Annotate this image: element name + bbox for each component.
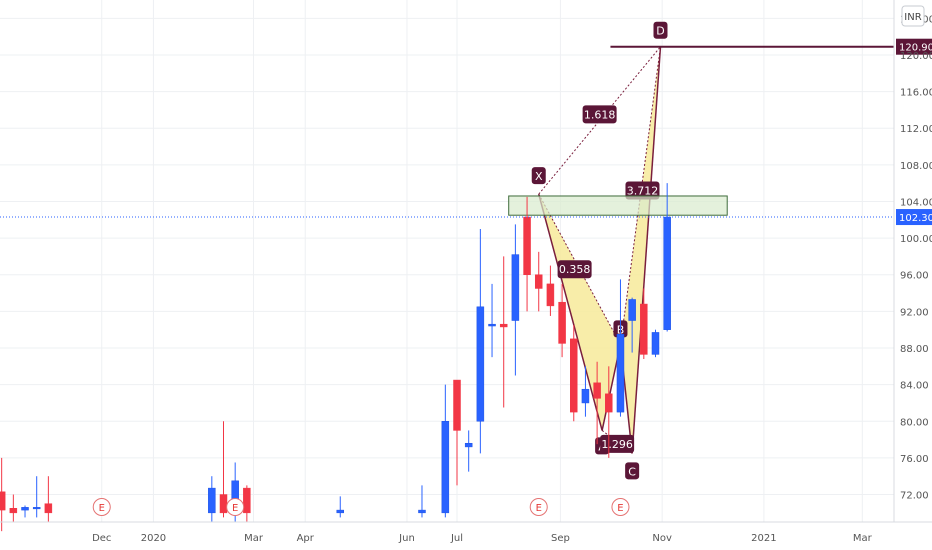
x-tick-label: 2020: [141, 533, 166, 544]
y-tick-label: 76.00: [900, 454, 929, 465]
x-tick-label: Dec: [92, 533, 111, 544]
x-tick-label: Mar: [853, 533, 873, 544]
earnings-marker-label: E: [617, 503, 623, 514]
d-level-label: 120.90: [899, 43, 932, 54]
pattern-leg: [631, 46, 662, 454]
x-tick-label: Nov: [652, 533, 672, 544]
earnings-marker-label: E: [536, 503, 542, 514]
candle-body-up: [651, 332, 660, 355]
y-tick-label: 112.00: [900, 124, 932, 135]
y-tick-label: 116.00: [900, 88, 932, 99]
ratio-label-bg: [557, 260, 592, 279]
candle-body-up: [581, 388, 590, 404]
earnings-marker-circle[interactable]: [92, 498, 111, 516]
candle-body-up: [476, 306, 485, 422]
candle-body-up: [21, 507, 29, 511]
y-tick-label: 84.00: [900, 381, 929, 392]
candle-body-up: [464, 442, 473, 448]
currency-badge-box: [901, 5, 925, 27]
candles: [0, 183, 671, 532]
ratio-label: 1.296: [601, 438, 633, 451]
candle-body-up: [511, 254, 520, 321]
y-tick-label: 92.00: [900, 307, 929, 318]
price-levels: 102.30 120.90: [0, 38, 932, 226]
candle-body-down: [605, 393, 613, 413]
y-tick-label: 120.00: [900, 51, 932, 62]
candle-body-down: [546, 283, 555, 307]
y-tick-label: 108.00: [900, 161, 932, 172]
y-tick-label: 104.00: [900, 197, 932, 208]
earnings-marker-label: E: [232, 503, 238, 514]
candle-body-down: [0, 491, 6, 511]
candle-body-down: [640, 303, 648, 355]
x-tick-label: Jul: [450, 533, 463, 544]
pattern-triangle-xab: [538, 194, 621, 431]
candle-body-up: [32, 507, 41, 510]
candle-body-up: [628, 299, 636, 321]
point-label-d: D: [656, 25, 664, 38]
y-tick-label: 88.00: [900, 344, 929, 355]
candle-body-up: [336, 509, 345, 514]
candle-body-down: [219, 494, 228, 514]
candle-body-down: [499, 323, 508, 328]
x-tick-label: Sep: [551, 533, 570, 544]
ratio-label: 3.712: [627, 185, 659, 198]
candle-body-down: [593, 382, 601, 399]
supply-zone[interactable]: [508, 195, 728, 216]
candle-body-down: [523, 216, 531, 275]
ratio-label-bg: [582, 105, 617, 124]
y-tick-label: 80.00: [900, 417, 929, 428]
last-price-badge: [896, 209, 932, 226]
y-tick-label: 96.00: [900, 271, 929, 282]
candle-body-down: [534, 274, 543, 289]
x-tick-label: 2021: [751, 533, 776, 544]
point-label-bg: [625, 462, 640, 480]
currency-badge[interactable]: INR: [901, 5, 925, 27]
point-label-c: C: [628, 465, 636, 478]
x-tick-label: Jun: [398, 533, 415, 544]
zone-rect[interactable]: [508, 195, 728, 216]
last-price-label: 102.30: [899, 213, 932, 224]
point-label-bg: [531, 167, 546, 185]
currency-label: INR: [904, 12, 921, 23]
candle-body-up: [616, 334, 625, 413]
d-level-badge: [896, 38, 932, 55]
candle-body-down: [44, 503, 53, 514]
y-tick-label: 72.00: [900, 491, 929, 502]
candle-body-down: [243, 487, 251, 514]
earnings-marker-circle[interactable]: [226, 498, 245, 516]
candle-body-up: [208, 487, 216, 514]
candle-body-up: [488, 323, 496, 327]
candle-body-down: [453, 379, 461, 431]
candle-body-up: [441, 421, 450, 514]
point-label-x: X: [535, 170, 543, 183]
earnings-marker-label: E: [99, 503, 105, 514]
y-tick-label: 100.00: [900, 234, 932, 245]
x-tick-label: Apr: [297, 533, 315, 544]
earnings-marker-circle[interactable]: [611, 498, 630, 516]
earnings-marker-circle[interactable]: [529, 498, 548, 516]
candle-body-down: [558, 301, 566, 344]
candle-body-up: [663, 216, 671, 330]
pattern-leg: [538, 193, 603, 431]
ratio-label: 1.618: [584, 108, 616, 121]
x-tick-label: Mar: [244, 533, 264, 544]
pattern-triangle-bcd: [620, 46, 661, 454]
candle-body-down: [9, 508, 18, 514]
ratio-label: 0.358: [559, 263, 591, 276]
point-label-bg: [653, 21, 668, 39]
candle-body-up: [418, 509, 426, 514]
ratio-label-bg: [625, 181, 660, 200]
candle-body-down: [570, 338, 578, 413]
